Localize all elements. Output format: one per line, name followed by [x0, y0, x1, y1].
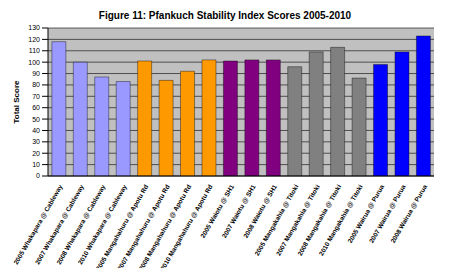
svg-text:90: 90 — [32, 70, 40, 77]
svg-text:Total Score: Total Score — [12, 80, 21, 124]
svg-text:30: 30 — [32, 138, 40, 145]
svg-text:2005 Whakapara @ Cableway: 2005 Whakapara @ Cableway — [12, 183, 64, 266]
svg-text:2007 Mangakahia @ Titoki: 2007 Mangakahia @ Titoki — [274, 183, 321, 257]
svg-text:50: 50 — [32, 116, 40, 123]
svg-text:70: 70 — [32, 93, 40, 100]
svg-text:2005 Wairua @ Purua: 2005 Wairua @ Purua — [346, 183, 385, 244]
svg-text:2008 Wairua @ Purua: 2008 Wairua @ Purua — [389, 183, 428, 244]
svg-text:20: 20 — [32, 150, 40, 157]
svg-text:110: 110 — [29, 47, 40, 54]
html-text:Figure 11: Pfankuch Stability: Figure 11: Pfankuch Stability Index Scor… — [98, 10, 352, 21]
svg-text:80: 80 — [32, 81, 40, 88]
svg-text:130: 130 — [28, 24, 40, 31]
svg-text:60: 60 — [32, 104, 40, 111]
svg-text:0: 0 — [36, 172, 40, 179]
svg-text:2008 Mangakahia @ Titoki: 2008 Mangakahia @ Titoki — [296, 183, 343, 257]
svg-text:2005 Mangakahia @ Titoki: 2005 Mangakahia @ Titoki — [253, 183, 300, 257]
svg-text:2008 Whakapara @ Cableway: 2008 Whakapara @ Cableway — [55, 183, 107, 266]
svg-text:2007 Waiotu @ SH1: 2007 Waiotu @ SH1 — [220, 183, 257, 239]
svg-text:10: 10 — [32, 161, 40, 168]
svg-text:2008 Waiotu @ SH1: 2008 Waiotu @ SH1 — [241, 183, 278, 239]
svg-text:40: 40 — [32, 127, 40, 134]
svg-text:120: 120 — [28, 36, 40, 43]
svg-text:2010 Whakapara @ Cableway: 2010 Whakapara @ Cableway — [76, 183, 128, 266]
svg-text:100: 100 — [28, 59, 40, 66]
svg-text:2007 Wairua @ Purua: 2007 Wairua @ Purua — [368, 183, 407, 244]
svg-text:2010 Mangakahia @ Titoki: 2010 Mangakahia @ Titoki — [317, 183, 364, 257]
svg-text:2007 Whakapara @ Cableway: 2007 Whakapara @ Cableway — [33, 183, 85, 266]
svg-text:2005 Waiotu @ SH1: 2005 Waiotu @ SH1 — [198, 183, 236, 239]
